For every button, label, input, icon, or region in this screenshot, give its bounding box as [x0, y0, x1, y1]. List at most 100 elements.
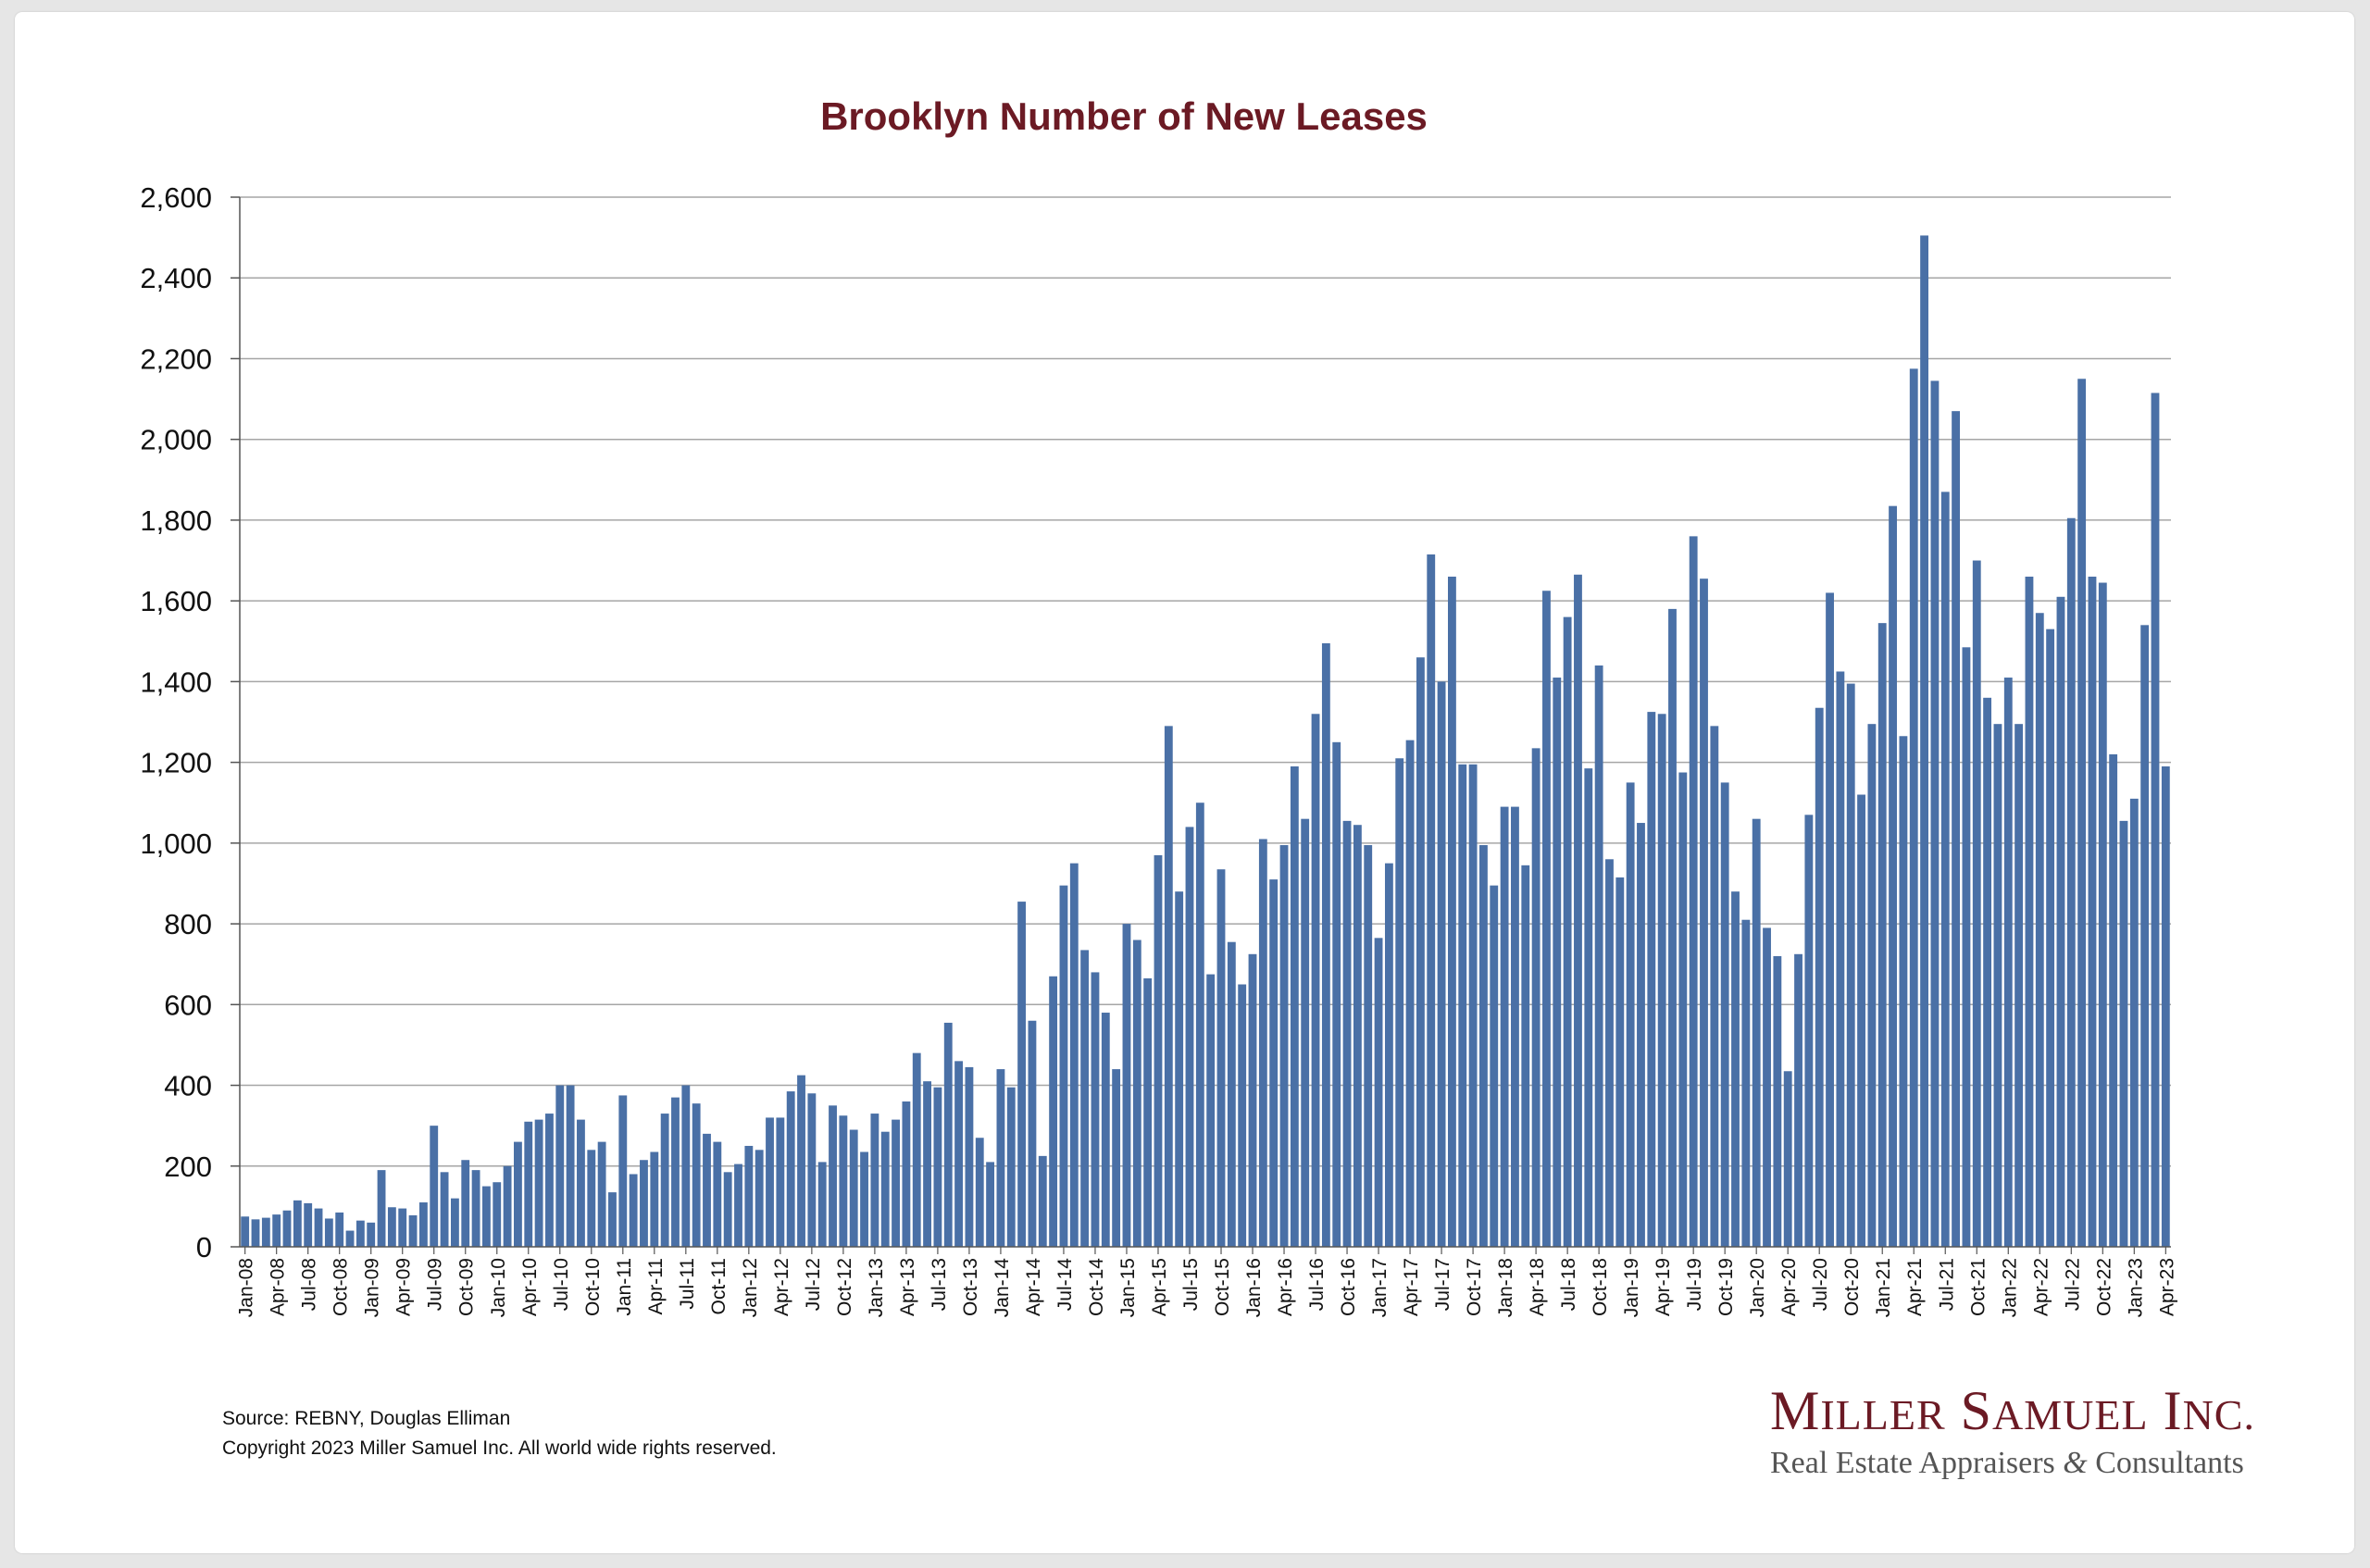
bar [849, 1129, 858, 1247]
bar [1059, 885, 1068, 1247]
copyright-note: Copyright 2023 Miller Samuel Inc. All wo… [222, 1437, 777, 1459]
bar [1279, 845, 1289, 1247]
bar [514, 1141, 522, 1247]
bar [1689, 536, 1698, 1247]
y-tick-labels: 0 200 400 600 800 1,000 1,200 1,400 1,600 1,800 2,… [140, 181, 212, 1263]
bar [1448, 576, 1456, 1247]
x-tick-label: Apr-14 [1023, 1258, 1044, 1316]
x-tick-label: Apr-12 [771, 1258, 792, 1316]
x-tick-label: Oct-12 [834, 1258, 855, 1316]
x-tick-label: Jul-18 [1558, 1258, 1579, 1311]
bar [314, 1208, 323, 1247]
bar [345, 1230, 355, 1247]
x-tick-label: Oct-18 [1590, 1258, 1611, 1316]
chart-title: Brooklyn Number of New Leases [820, 94, 1428, 138]
x-tick-label: Apr-17 [1401, 1258, 1422, 1316]
x-tick-label: Jan-10 [488, 1258, 509, 1317]
bar [367, 1222, 376, 1247]
bar [1710, 726, 1719, 1247]
bar [1028, 1020, 1037, 1247]
bar [1258, 839, 1267, 1247]
x-tick-label: Jan-08 [236, 1258, 257, 1317]
y-tick-label: 1,200 [140, 747, 212, 779]
bar [356, 1220, 365, 1247]
x-tick-label: Jan-11 [614, 1258, 635, 1316]
bar [618, 1095, 628, 1247]
x-tick-label: Oct-15 [1212, 1258, 1233, 1316]
y-tick-label: 1,400 [140, 666, 212, 698]
x-tick-label: Jul-11 [677, 1258, 698, 1310]
bar [650, 1151, 659, 1247]
x-tick-label: Jul-09 [425, 1258, 446, 1311]
bar [430, 1126, 439, 1247]
bar [293, 1200, 302, 1247]
bar [503, 1165, 512, 1247]
x-tick-label: Jul-15 [1180, 1258, 1202, 1311]
bar [1091, 972, 1100, 1247]
x-tick-label: Apr-16 [1275, 1258, 1296, 1316]
x-tick-label: Oct-11 [708, 1258, 730, 1314]
bar [2109, 753, 2118, 1247]
bar [440, 1172, 449, 1247]
bar [251, 1219, 260, 1247]
bar [640, 1160, 648, 1247]
y-tick-label: 2,600 [140, 181, 212, 214]
bar [608, 1192, 617, 1247]
bar [597, 1141, 606, 1247]
bar [335, 1212, 344, 1247]
bar [766, 1117, 774, 1247]
bar [1783, 1071, 1792, 1247]
bar [1972, 560, 1981, 1247]
bar [461, 1160, 470, 1247]
bar [2140, 625, 2150, 1247]
bar [2161, 765, 2170, 1247]
bar [1112, 1069, 1121, 1247]
bar [1752, 818, 1761, 1247]
x-tick-label: Apr-08 [268, 1258, 289, 1316]
bar [1143, 977, 1153, 1247]
bar [241, 1216, 250, 1247]
bar [1511, 806, 1519, 1247]
source-note: Source: REBNY, Douglas Elliman [222, 1408, 511, 1429]
bar [282, 1210, 292, 1247]
bar [1909, 368, 1918, 1247]
x-tick-label: Jul-19 [1684, 1258, 1705, 1311]
bar [1668, 608, 1677, 1247]
bar [2025, 576, 2034, 1247]
bar [1384, 863, 1393, 1247]
bar [1132, 940, 1141, 1247]
bar [1521, 865, 1530, 1247]
x-tick-label: Oct-14 [1086, 1258, 1107, 1316]
bar [1049, 976, 1058, 1247]
bar [566, 1085, 575, 1247]
bar [1920, 235, 1928, 1248]
bar [555, 1085, 565, 1247]
bar [1836, 671, 1845, 1247]
bar [1531, 748, 1540, 1247]
bar [577, 1119, 585, 1247]
bar [1584, 768, 1593, 1247]
bar [2119, 820, 2128, 1247]
bar [1468, 764, 1478, 1247]
x-tick-label: Jul-17 [1432, 1258, 1453, 1311]
bar [1889, 505, 1897, 1247]
x-tick-label: Jan-14 [992, 1258, 1013, 1318]
bar [1574, 574, 1582, 1247]
bar [1164, 726, 1173, 1247]
bar [408, 1214, 418, 1247]
x-tick-label: Apr-09 [393, 1258, 415, 1316]
x-tick-label: Oct-10 [582, 1258, 604, 1316]
x-tick-label: Jan-16 [1243, 1258, 1265, 1317]
bar [1301, 818, 1310, 1247]
x-tick-label: Apr-19 [1653, 1258, 1674, 1316]
bar [1342, 820, 1352, 1247]
bar [398, 1208, 407, 1247]
bar [1416, 657, 1425, 1247]
x-tick-label: Jan-21 [1873, 1258, 1894, 1317]
bar [723, 1172, 732, 1247]
bar [387, 1207, 396, 1247]
x-tick-label: Oct-16 [1338, 1258, 1359, 1316]
bar [1353, 825, 1362, 1247]
bar [2088, 576, 2097, 1247]
